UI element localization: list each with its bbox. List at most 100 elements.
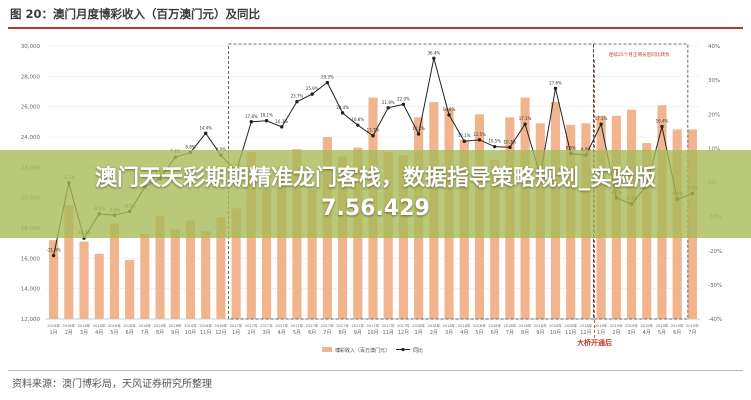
x-tick-year-label: 2017年	[397, 323, 410, 328]
y-tick-label: 12,000	[21, 317, 41, 323]
banner-headline: 澳门天天彩期期精准龙门客栈，数据指导策略规划_实验版	[94, 166, 656, 191]
x-tick-year-label: 2018年	[504, 323, 517, 328]
x-tick-month-label: 5月	[658, 330, 666, 336]
revenue-bar	[170, 229, 180, 319]
x-tick-year-label: 2019年	[640, 323, 653, 328]
x-tick-month-label: 3月	[627, 330, 635, 336]
yoy-data-label: 17.1%	[519, 116, 532, 121]
y2-tick-label: -30%	[708, 283, 722, 289]
x-tick-month-label: 4月	[278, 330, 286, 336]
revenue-bar	[155, 215, 165, 319]
revenue-bar	[109, 223, 120, 319]
x-tick-year-label: 2018年	[488, 323, 501, 328]
yoy-point	[660, 124, 664, 129]
yoy-point	[295, 99, 299, 104]
revenue-bar	[79, 241, 89, 319]
x-tick-year-label: 2019年	[671, 323, 684, 328]
title-rule	[8, 27, 743, 29]
x-tick-month-label: 4月	[643, 330, 651, 336]
source-note: 资料来源：澳门博彩局，天风证券研究所整理	[12, 379, 212, 390]
yoy-data-label: 13.7%	[367, 128, 380, 133]
revenue-bar	[64, 205, 74, 319]
yoy-data-label: 12.5%	[473, 132, 486, 137]
yoy-data-label: 10.3%	[504, 139, 517, 144]
yoy-point	[371, 134, 375, 138]
yoy-data-label: 16.8%	[351, 117, 364, 122]
yoy-data-label: 8.0%	[581, 147, 591, 152]
revenue-bar	[140, 234, 150, 319]
x-tick-month-label: 10月	[367, 330, 378, 336]
yoy-point	[280, 125, 284, 129]
x-tick-month-label: 11月	[200, 330, 211, 336]
y2-tick-label: 20%	[708, 112, 720, 118]
yoy-point	[508, 145, 512, 150]
x-tick-year-label: 2017年	[382, 323, 395, 328]
annotation-label: 连续25个月正增长后同比转负	[609, 51, 670, 58]
overlay-banner: 澳门天天彩期期精准龙门客栈，数据指导策略规划_实验版 7.56.429	[0, 150, 751, 238]
y-tick-label: 26,000	[21, 105, 41, 111]
x-tick-year-label: 2018年	[412, 323, 425, 328]
yoy-point	[432, 56, 436, 60]
yoy-data-label: 17.8%	[245, 114, 258, 119]
x-tick-year-label: 2017年	[367, 323, 380, 328]
x-tick-year-label: 2017年	[336, 323, 349, 328]
x-tick-month-label: 5月	[475, 330, 483, 336]
x-tick-year-label: 2017年	[275, 323, 288, 328]
x-tick-year-label: 2018年	[458, 323, 471, 328]
yoy-data-label: 17.1%	[595, 116, 608, 121]
yoy-data-label: 22.9%	[397, 96, 410, 101]
x-tick-year-label: 2016年	[154, 323, 167, 328]
yoy-point	[447, 113, 451, 117]
x-tick-year-label: 2016年	[62, 323, 75, 328]
yoy-data-label: 8.0%	[216, 147, 226, 152]
revenue-bar	[201, 231, 211, 319]
revenue-bar	[261, 188, 272, 319]
x-tick-year-label: 2018年	[519, 323, 532, 328]
yoy-point	[492, 144, 497, 149]
yoy-data-label: 18.1%	[260, 113, 273, 118]
yoy-point	[356, 123, 360, 127]
revenue-bar	[185, 220, 196, 319]
yoy-data-label: 8.8%	[185, 144, 195, 149]
x-tick-month-label: 11月	[383, 330, 394, 336]
yoy-data-label: 27.6%	[549, 80, 562, 85]
x-tick-year-label: 2016年	[138, 323, 151, 328]
y2-tick-label: -20%	[708, 249, 722, 255]
yoy-point	[386, 106, 390, 110]
x-tick-month-label: 1月	[232, 330, 240, 336]
x-tick-month-label: 9月	[536, 330, 544, 336]
yoy-point	[401, 102, 406, 107]
yoy-data-label: 36.4%	[427, 50, 440, 55]
x-tick-year-label: 2016年	[108, 323, 121, 328]
revenue-bar	[49, 240, 59, 319]
x-tick-month-label: 6月	[673, 330, 681, 336]
y-tick-label: 24,000	[21, 135, 41, 141]
x-tick-year-label: 2017年	[351, 323, 364, 328]
x-tick-month-label: 7月	[506, 330, 514, 336]
x-tick-month-label: 2月	[430, 330, 438, 336]
x-tick-month-label: 6月	[126, 330, 134, 336]
yoy-data-label: 20.4%	[336, 105, 349, 110]
x-tick-month-label: 10月	[185, 330, 196, 336]
y2-tick-label: -40%	[708, 317, 722, 323]
x-tick-year-label: 2018年	[443, 323, 456, 328]
x-tick-year-label: 2019年	[686, 323, 699, 328]
yoy-point	[599, 122, 603, 126]
x-tick-year-label: 2016年	[215, 323, 228, 328]
x-tick-year-label: 2019年	[625, 323, 638, 328]
x-tick-month-label: 4月	[460, 330, 468, 336]
yoy-point	[340, 111, 345, 115]
x-tick-year-label: 2016年	[123, 323, 136, 328]
yoy-data-label: 21.9%	[382, 100, 395, 105]
x-tick-year-label: 2018年	[427, 323, 440, 328]
x-tick-month-label: 3月	[80, 330, 88, 336]
revenue-bar	[307, 188, 317, 319]
x-tick-year-label: 2016年	[47, 323, 60, 328]
yoy-data-label: 14.4%	[199, 125, 212, 130]
x-tick-month-label: 1月	[415, 330, 423, 336]
y-tick-label: 28,000	[21, 74, 41, 80]
yoy-point	[203, 131, 208, 136]
yoy-data-label: 29.3%	[321, 75, 334, 80]
legend-label-yoy: 同比	[413, 347, 423, 354]
yoy-data-label: -21.4%	[47, 248, 61, 253]
